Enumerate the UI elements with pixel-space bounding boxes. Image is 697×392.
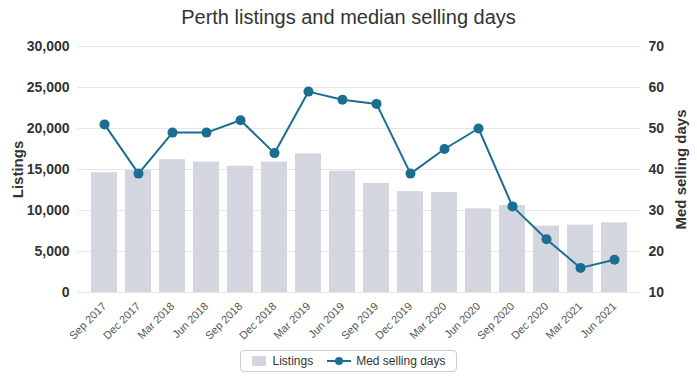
svg-text:Dec 2020: Dec 2020 [509,300,551,342]
svg-text:Mar 2021: Mar 2021 [543,300,584,341]
svg-text:Jun 2019: Jun 2019 [305,299,347,341]
svg-text:Jun 2020: Jun 2020 [441,299,483,341]
svg-text:70: 70 [649,38,665,54]
svg-text:Sep 2017: Sep 2017 [66,299,109,342]
svg-text:20,000: 20,000 [27,120,70,136]
svg-text:Dec 2018: Dec 2018 [237,300,279,342]
svg-text:Mar 2020: Mar 2020 [407,300,448,341]
svg-text:Mar 2018: Mar 2018 [135,300,176,341]
svg-text:15,000: 15,000 [27,161,70,177]
svg-text:Dec 2019: Dec 2019 [373,300,415,342]
svg-text:20: 20 [649,243,665,259]
svg-text:30,000: 30,000 [27,38,70,54]
html-text:Listings: Listings [272,354,314,368]
svg-text:0: 0 [62,284,70,300]
svg-text:25,000: 25,000 [27,79,70,95]
svg-text:10: 10 [649,284,665,300]
svg-text:60: 60 [649,79,665,95]
svg-text:Mar 2019: Mar 2019 [271,300,312,341]
svg-text:50: 50 [649,120,665,136]
svg-text:Med selling days: Med selling days [672,109,689,229]
svg-text:Sep 2019: Sep 2019 [338,299,381,342]
html-text:Perth listings and median sell: Perth listings and median selling days [181,6,516,28]
svg-text:Sep 2020: Sep 2020 [474,299,517,342]
svg-text:40: 40 [649,161,665,177]
svg-text:Sep 2018: Sep 2018 [202,299,245,342]
svg-text:Listings: Listings [9,141,26,199]
svg-text:Dec 2017: Dec 2017 [101,300,143,342]
svg-text:10,000: 10,000 [27,202,70,218]
svg-text:30: 30 [649,202,665,218]
svg-text:Jun 2021: Jun 2021 [578,300,618,340]
svg-text:5,000: 5,000 [34,243,69,259]
svg-text:Jun 2018: Jun 2018 [169,299,211,341]
html-text:Med selling days: Med selling days [356,354,446,368]
